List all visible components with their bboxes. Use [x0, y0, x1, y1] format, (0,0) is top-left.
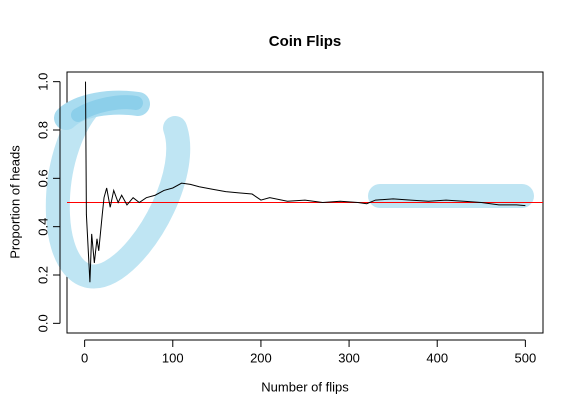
y-axis-label: Proportion of heads	[7, 145, 22, 259]
y-tick-label: 0.6	[35, 169, 50, 187]
x-tick-label: 300	[338, 350, 360, 365]
x-tick-label: 0	[81, 350, 88, 365]
chart: Coin Flips Number of flips Proportion of…	[0, 0, 571, 412]
chart-title: Coin Flips	[269, 33, 342, 50]
x-tick-label: 500	[515, 350, 537, 365]
y-tick-label: 0.0	[35, 314, 50, 332]
x-tick-label: 200	[250, 350, 272, 365]
x-axis-label: Number of flips	[261, 379, 349, 394]
x-tick-label: 400	[426, 350, 448, 365]
y-tick-label: 0.4	[35, 218, 50, 236]
x-tick-label: 100	[162, 350, 184, 365]
y-tick-label: 0.2	[35, 266, 50, 284]
y-tick-label: 1.0	[35, 73, 50, 91]
y-tick-label: 0.8	[35, 121, 50, 139]
